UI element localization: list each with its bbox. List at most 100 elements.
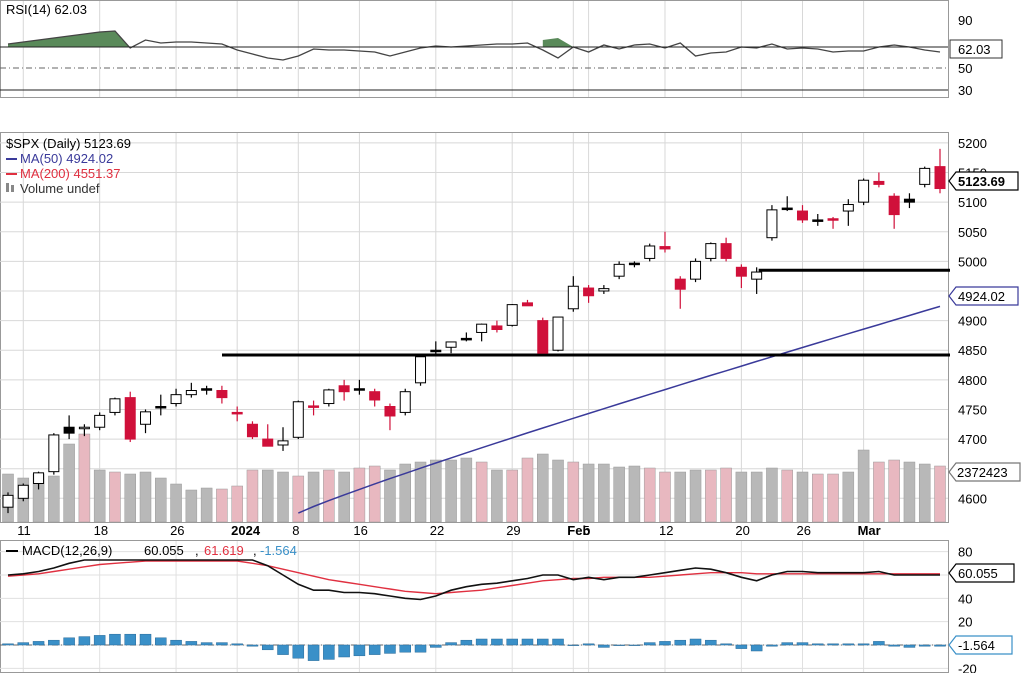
candle-body [78,426,90,430]
legend-label: MA(50) 4924.02 [20,151,113,166]
volume-bar [735,471,748,523]
candle-body [812,219,824,222]
volume-bar [124,473,136,523]
candle-body [674,278,686,290]
macd-histogram-bar [155,637,167,646]
candle-body [308,405,320,408]
macd-histogram-bar [613,644,625,646]
volume-bar [292,475,305,523]
candle-body [796,210,808,221]
macd-histogram-bar [643,642,656,646]
volume-bar [720,467,732,523]
candle-body [109,398,121,413]
candle-body [124,397,136,440]
candle-body [430,349,442,353]
price-tick-label: 4850 [958,343,987,358]
macd-histogram-bar [918,644,931,647]
volume-bar [857,449,870,523]
x-tick-label: 5 [583,523,590,538]
x-tick-label: 12 [659,523,673,538]
macd-value: 60.055 [144,543,184,558]
legend-label: MA(200) 4551.37 [20,166,120,181]
x-tick-label: 11 [17,523,31,538]
volume-bar [567,461,580,523]
price-title: $SPX (Daily) 5123.69 [6,136,131,151]
macd-histogram-bar [598,644,610,648]
macd-histogram-bar [292,644,305,659]
macd-histogram-bar [430,644,442,648]
macd-histogram-bar [720,643,732,646]
volume-bar [842,471,855,523]
x-tick-label: 26 [170,523,184,538]
candle-body [445,341,457,348]
x-tick-label: Feb [567,523,590,538]
macd-histogram-bar [475,638,488,646]
volume-bar [414,461,427,523]
macd-histogram-bar [567,644,580,646]
macd-histogram-bar [781,642,793,646]
candle-body [231,411,243,415]
macd-histogram-bar [399,644,411,653]
volume-bar [918,463,931,523]
price-tick-label: 5000 [958,254,987,269]
candle-body [537,320,549,354]
volume-bar [200,487,213,523]
macd-histogram-bar [63,637,75,646]
macd-tick-label: 80 [958,545,972,560]
macd-histogram-bar [32,641,45,646]
macd-histogram-bar [48,639,60,646]
candle-body [567,285,579,310]
rsi-overbought-fill [8,31,574,48]
candle-body [94,414,106,428]
candle-body [583,287,595,297]
volume-bar [521,457,534,523]
macd-histogram-bar [766,644,778,647]
candle-body [873,180,885,185]
volume-bar [674,471,687,523]
macd-histogram-bar [414,644,427,653]
price-tick-label: 4600 [958,491,987,506]
volume-bar [781,469,793,523]
candle-body [751,271,763,280]
candle-body [185,390,197,396]
macd-histogram-bar [552,638,564,646]
candle-body [690,260,702,280]
macd-histogram-bar [537,638,549,646]
macd-panel: 806040200-20 MACD(12,26,9) 60.055 , 61.6… [0,540,1015,673]
macd-histogram-bar [674,639,687,646]
legend-swatch [6,183,9,192]
candle-body [491,325,503,331]
macd-histogram-bar [521,638,534,646]
hist-readout: -1.564 [958,638,995,653]
macd-histogram-bar [506,638,518,646]
candle-body [140,411,152,425]
legend-label: Volume undef [20,181,100,196]
macd-histogram-bar [659,641,671,646]
volume-bar [399,463,411,523]
svg-text:,: , [253,543,257,558]
macd-tick-label: 40 [958,591,972,606]
volume-bar [93,469,106,523]
price-tick-label: 4800 [958,373,987,388]
macd-histogram-bar [934,644,946,647]
macd-histogram-bar [231,643,243,646]
candle-body [48,434,60,473]
macd-histogram-bar [827,643,839,646]
volume-bar [628,465,641,523]
candle-body [246,423,258,438]
volume-bar [598,463,610,523]
rsi-panel: 90705030 RSI(14) 62.03 62.03 [0,0,1003,98]
volume-bar [796,471,809,523]
volume-bar [873,461,885,523]
macd-signal-line [7,560,940,595]
macd-histogram-bar [216,642,228,646]
macd-histogram-bar [17,642,30,646]
macd-label: MACD(12,26,9) [22,543,112,558]
macd-histogram-bar [903,644,916,648]
x-tick-label: Mar [858,523,881,538]
volume-bar [506,469,518,523]
volume-bar [475,461,488,523]
ma50-line [298,305,941,514]
macd-histogram-bar [139,633,152,646]
